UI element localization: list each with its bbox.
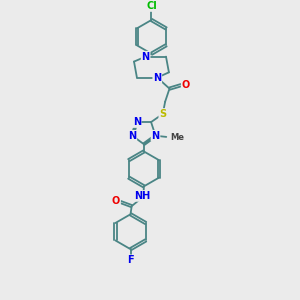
Text: Cl: Cl bbox=[146, 1, 157, 11]
Text: NH: NH bbox=[135, 191, 151, 201]
Text: O: O bbox=[182, 80, 190, 90]
Text: N: N bbox=[142, 52, 150, 61]
Text: S: S bbox=[159, 109, 167, 119]
Text: N: N bbox=[153, 73, 161, 82]
Text: O: O bbox=[112, 196, 120, 206]
Text: N: N bbox=[133, 117, 141, 127]
Text: N: N bbox=[152, 131, 160, 141]
Text: N: N bbox=[128, 131, 136, 141]
Text: F: F bbox=[127, 255, 134, 265]
Text: Me: Me bbox=[171, 133, 184, 142]
